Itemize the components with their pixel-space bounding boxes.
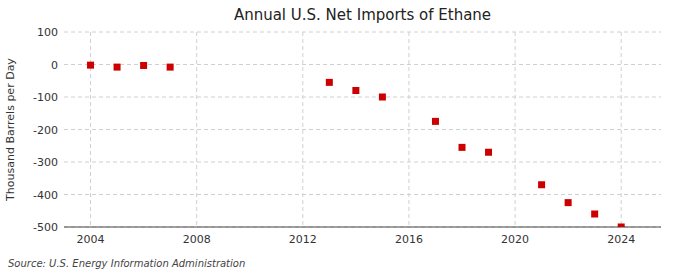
y-grid-line bbox=[64, 162, 661, 163]
y-grid-line bbox=[64, 227, 661, 228]
y-tick-label: 100 bbox=[37, 26, 58, 39]
x-grid-line bbox=[196, 32, 197, 227]
x-tick-label: 2008 bbox=[183, 233, 211, 246]
point bbox=[432, 118, 439, 125]
x-grid-line bbox=[408, 32, 409, 227]
points bbox=[87, 62, 625, 227]
x-grid-line bbox=[515, 32, 516, 227]
title: Annual U.S. Net Imports of Ethane bbox=[234, 6, 491, 24]
point bbox=[538, 181, 545, 188]
point bbox=[618, 224, 625, 228]
y-tick-label: -300 bbox=[33, 156, 58, 169]
point bbox=[140, 62, 147, 69]
point bbox=[167, 64, 174, 71]
y-axis-label: Thousand Barrels per Day bbox=[4, 58, 17, 202]
source-note: Source: U.S. Energy Information Administ… bbox=[8, 258, 245, 269]
y-grid-line bbox=[64, 32, 661, 33]
x-grid-line bbox=[302, 32, 303, 227]
point bbox=[87, 62, 94, 69]
point bbox=[379, 94, 386, 101]
x-tick-label: 2016 bbox=[395, 233, 423, 246]
chart-svg: 100 0 -100 -200 -300 -400 -500 2004 2008 2012 2016… bbox=[0, 0, 675, 275]
y-tick-label: -500 bbox=[33, 221, 58, 234]
y-tick-label: 0 bbox=[51, 59, 58, 72]
x-tick-label: 2012 bbox=[289, 233, 317, 246]
y-grid-line bbox=[64, 97, 661, 98]
x-grid-line bbox=[621, 32, 622, 227]
chart-container: 100 0 -100 -200 -300 -400 -500 2004 2008 2012 2016… bbox=[0, 0, 675, 275]
point bbox=[459, 144, 466, 151]
y-grid-line bbox=[64, 194, 661, 195]
x-tick-label: 2020 bbox=[501, 233, 529, 246]
point bbox=[485, 149, 492, 156]
y-grid-line bbox=[64, 129, 661, 130]
y-grid-line bbox=[64, 64, 661, 65]
x-axis-line bbox=[64, 227, 661, 228]
point bbox=[326, 79, 333, 86]
x-tick-label: 2004 bbox=[77, 233, 105, 246]
point bbox=[591, 211, 598, 218]
x-grid-line bbox=[90, 32, 91, 227]
y-tick-label: -100 bbox=[33, 91, 58, 104]
x-tick-label: 2024 bbox=[607, 233, 635, 246]
tick-labels: 100 0 -100 -200 -300 -400 -500 2004 2008 2012 2016… bbox=[33, 26, 635, 246]
y-tick-label: -400 bbox=[33, 189, 58, 202]
point bbox=[352, 87, 359, 94]
y-tick-label: -200 bbox=[33, 124, 58, 137]
point bbox=[565, 199, 572, 206]
point bbox=[114, 64, 121, 71]
grid bbox=[64, 32, 661, 227]
